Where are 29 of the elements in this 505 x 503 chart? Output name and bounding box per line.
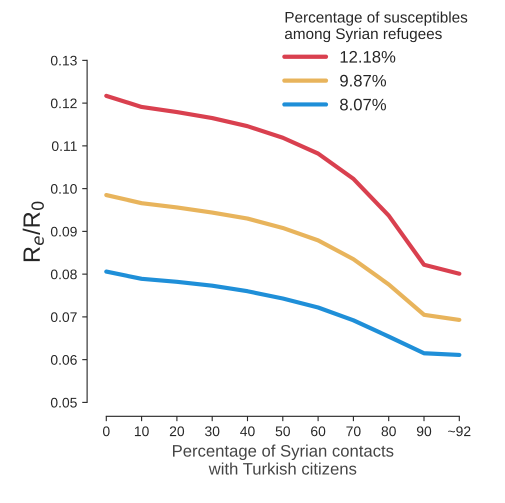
y-axis-title: R$_{e}$/R$_{0}$: [22, 202, 44, 262]
y-tick-label: 0.05: [50, 398, 77, 408]
x-tick-label: ~92: [448, 426, 470, 436]
y-tick-label: 0.13: [50, 56, 77, 66]
x-tick-label: 0: [102, 426, 110, 436]
y-tick-label: 0.08: [50, 269, 77, 280]
y-tick-label: 0.06: [50, 354, 77, 365]
line-series: [104, 192, 462, 322]
y-tick-label: 0.09: [50, 226, 77, 237]
x-tick-label: 10: [134, 426, 149, 436]
x-tick-label: 50: [276, 426, 290, 436]
x-tick-label: 20: [170, 426, 184, 436]
y-tick-label: 0.11: [52, 141, 77, 152]
x-tick-label: 30: [205, 426, 220, 436]
x-tick-label: 90: [416, 426, 432, 436]
line-series: [104, 94, 462, 276]
legend-label: 9.87%: [340, 74, 386, 87]
line-series: [104, 269, 462, 358]
x-tick-label: 80: [382, 426, 396, 436]
legend-label: 8.07%: [340, 98, 386, 110]
legend-title: Percentage of susceptibles among Syrian refugees: [284, 11, 468, 42]
x-tick-label: 60: [311, 426, 326, 436]
x-axis-title: Percentage of Syrian contacts with Turkish citizens: [173, 444, 394, 475]
y-tick-label: 0.12: [50, 98, 77, 108]
x-tick-label: 40: [240, 426, 255, 436]
legend-label: 12.18%: [340, 50, 396, 63]
y-tick-label: 0.10: [50, 184, 77, 194]
y-tick-label: 0.07: [50, 312, 77, 322]
x-tick-label: 70: [346, 426, 361, 436]
